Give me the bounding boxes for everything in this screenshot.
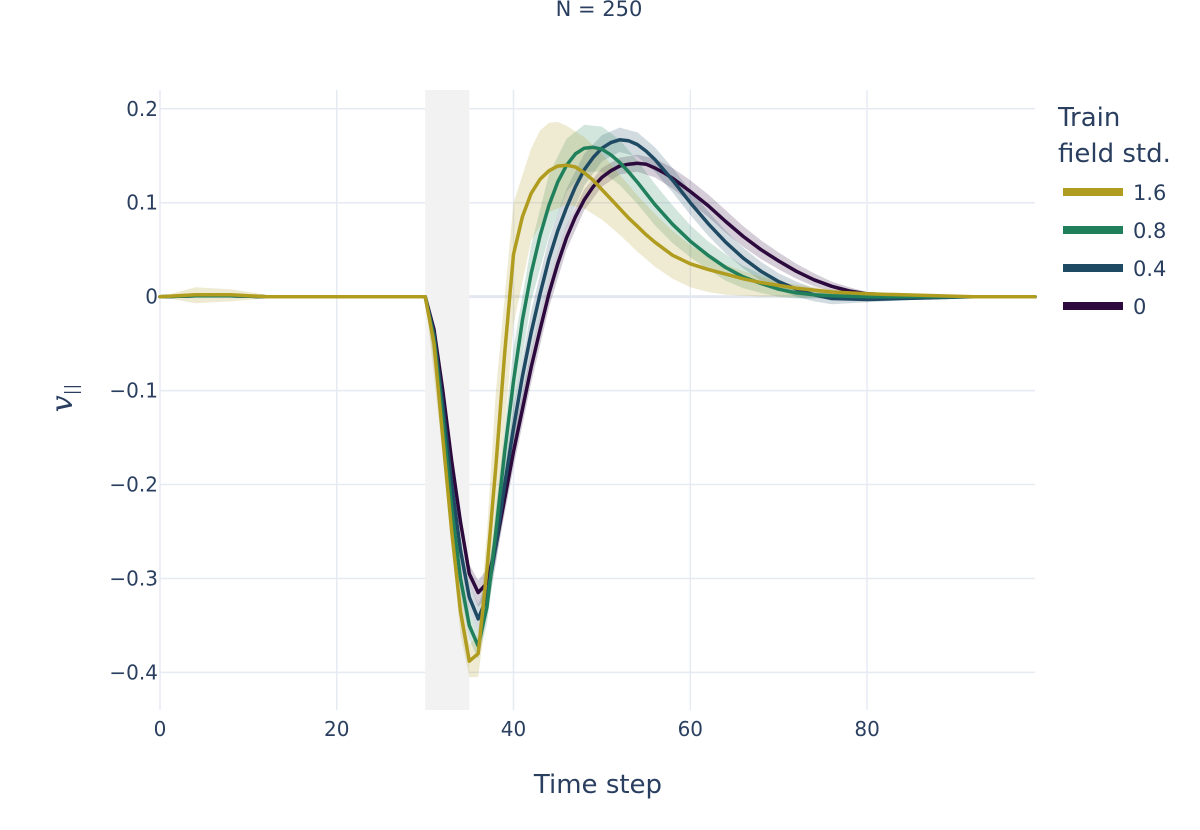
x-tick-label: 20 — [324, 717, 349, 741]
x-axis-title: Time step — [533, 770, 662, 800]
y-tick-labels: 0.2 0.1 0 −0.1 −0.2 −0.3 −0.4 — [109, 97, 158, 685]
legend-item-1-6[interactable]: 1.6 — [1063, 181, 1166, 205]
legend-item-0[interactable]: 0 — [1063, 295, 1146, 319]
y-tick-label: 0.1 — [126, 191, 158, 215]
legend-item-0-8[interactable]: 0.8 — [1063, 219, 1166, 243]
y-tick-label: −0.1 — [109, 379, 158, 403]
x-tick-label: 0 — [154, 717, 167, 741]
plot-area — [158, 90, 1037, 710]
y-tick-label: −0.2 — [109, 473, 158, 497]
x-tick-label: 40 — [501, 717, 526, 741]
x-tick-label: 60 — [678, 717, 703, 741]
legend-label: 0.4 — [1133, 257, 1166, 281]
legend-label: 0 — [1133, 295, 1146, 319]
plot-background — [160, 90, 1035, 710]
legend-title-line-1: Train — [1057, 103, 1120, 133]
y-tick-label: 0.2 — [126, 97, 158, 121]
y-tick-label: −0.4 — [109, 660, 158, 684]
legend: Train field std. 1.6 0.8 0.4 0 — [1057, 103, 1171, 319]
series-lines — [158, 138, 1037, 663]
y-axis-title-subscript: || — [62, 384, 82, 395]
legend-title-line-2: field std. — [1058, 139, 1171, 169]
svg-text:v||: v|| — [45, 384, 82, 412]
y-tick-label: 0 — [145, 285, 158, 309]
legend-item-0-4[interactable]: 0.4 — [1063, 257, 1166, 281]
x-tick-label: 80 — [854, 717, 879, 741]
y-axis-title-main: v — [45, 395, 80, 412]
chart-title: N = 250 — [556, 0, 643, 21]
line-series-1-6 — [158, 163, 1037, 663]
legend-label: 0.8 — [1133, 219, 1166, 243]
y-axis-title: v|| — [45, 384, 82, 412]
legend-label: 1.6 — [1133, 181, 1166, 205]
shaded-region — [425, 90, 470, 710]
y-tick-label: −0.3 — [109, 566, 158, 590]
x-tick-labels: 0 20 40 60 80 — [154, 717, 880, 741]
